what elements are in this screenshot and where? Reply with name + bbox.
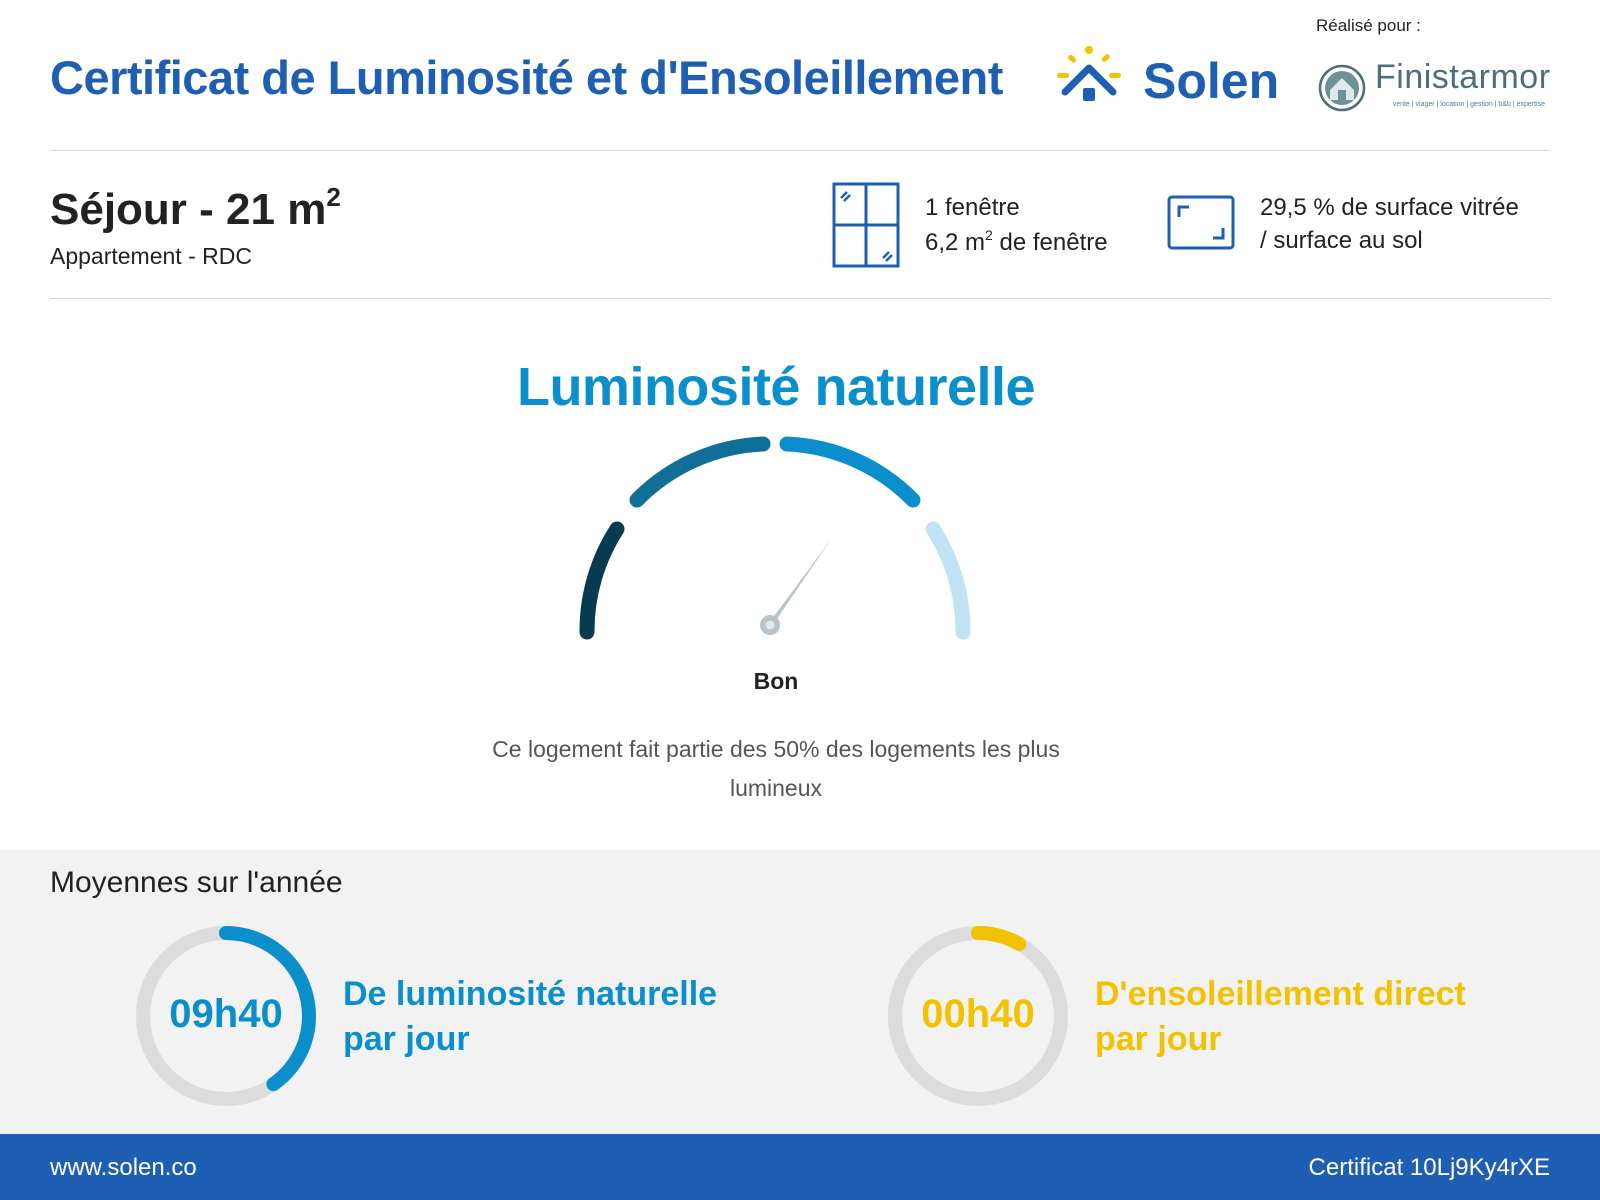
glazed-ratio-line2: / surface au sol: [1260, 227, 1423, 254]
windows-count: 1 fenêtre: [925, 194, 1020, 221]
luminosity-rating: Bon: [753, 668, 799, 694]
sunlight-value: 00h40: [921, 992, 1035, 1036]
sunlight-label: D'ensoleillement direct par jour: [1095, 972, 1515, 1062]
window-icon: [832, 182, 900, 268]
window-area-exponent: 2: [985, 227, 993, 243]
gauge-segment-4: [925, 521, 971, 640]
client-tagline: vente | viager | location | gestion | b&…: [1392, 101, 1545, 108]
footer-url-link[interactable]: www.solen.co: [50, 1154, 197, 1181]
page-title: Certificat de Luminosité et d'Ensoleille…: [50, 51, 1003, 104]
floor-surface-icon: [1167, 195, 1235, 250]
divider: [50, 150, 1550, 151]
window-area-suffix: de fenêtre: [992, 229, 1108, 256]
daylight-label: De luminosité naturelle par jour: [343, 972, 763, 1062]
room-subtitle: Appartement - RDC: [50, 243, 252, 269]
sunlight-ring: [888, 926, 1068, 1106]
daylight-label-line1: De luminosité naturelle: [343, 975, 718, 1013]
gauge-segment-2: [629, 436, 771, 508]
daylight-ring: [136, 926, 316, 1106]
sunlight-label-line1: D'ensoleillement direct: [1095, 975, 1466, 1013]
gauge-segment-1: [579, 521, 625, 640]
room-title-exponent: 2: [326, 182, 341, 212]
window-area: 6,2 m2 de fenêtre: [925, 227, 1108, 257]
brand-name: Solen: [1143, 53, 1280, 109]
gauge-segment-3: [779, 436, 921, 508]
certificate-id: Certificat 10Lj9Ky4rXE: [1308, 1154, 1550, 1181]
glazed-ratio-line1: 29,5 % de surface vitrée: [1260, 194, 1519, 221]
gauge-needle: [765, 538, 832, 628]
daylight-label-line2: par jour: [343, 1020, 470, 1058]
luminosity-gauge: [579, 436, 971, 640]
averages-title: Moyennes sur l'année: [50, 866, 343, 899]
made-for-label: Réalisé pour :: [1316, 16, 1421, 35]
room-title: Séjour - 21 m2: [50, 182, 341, 235]
window-area-value: 6,2 m: [925, 229, 986, 256]
daylight-ring-fill: [136, 926, 316, 1106]
client-name: Finistarmor: [1375, 58, 1551, 96]
finistarmor-house-icon: [1318, 64, 1366, 112]
daylight-value: 09h40: [169, 992, 283, 1036]
luminosity-title: Luminosité naturelle: [516, 357, 1036, 417]
luminosity-description: Ce logement fait partie des 50% des loge…: [492, 736, 1060, 801]
solen-logo-icon: [1057, 46, 1121, 101]
sunlight-ring-fill: [888, 926, 1068, 1106]
sunlight-label-line2: par jour: [1095, 1020, 1222, 1058]
room-title-text: Séjour - 21 m: [50, 185, 327, 234]
divider: [50, 298, 1550, 299]
footer-bar: [0, 1134, 1600, 1200]
